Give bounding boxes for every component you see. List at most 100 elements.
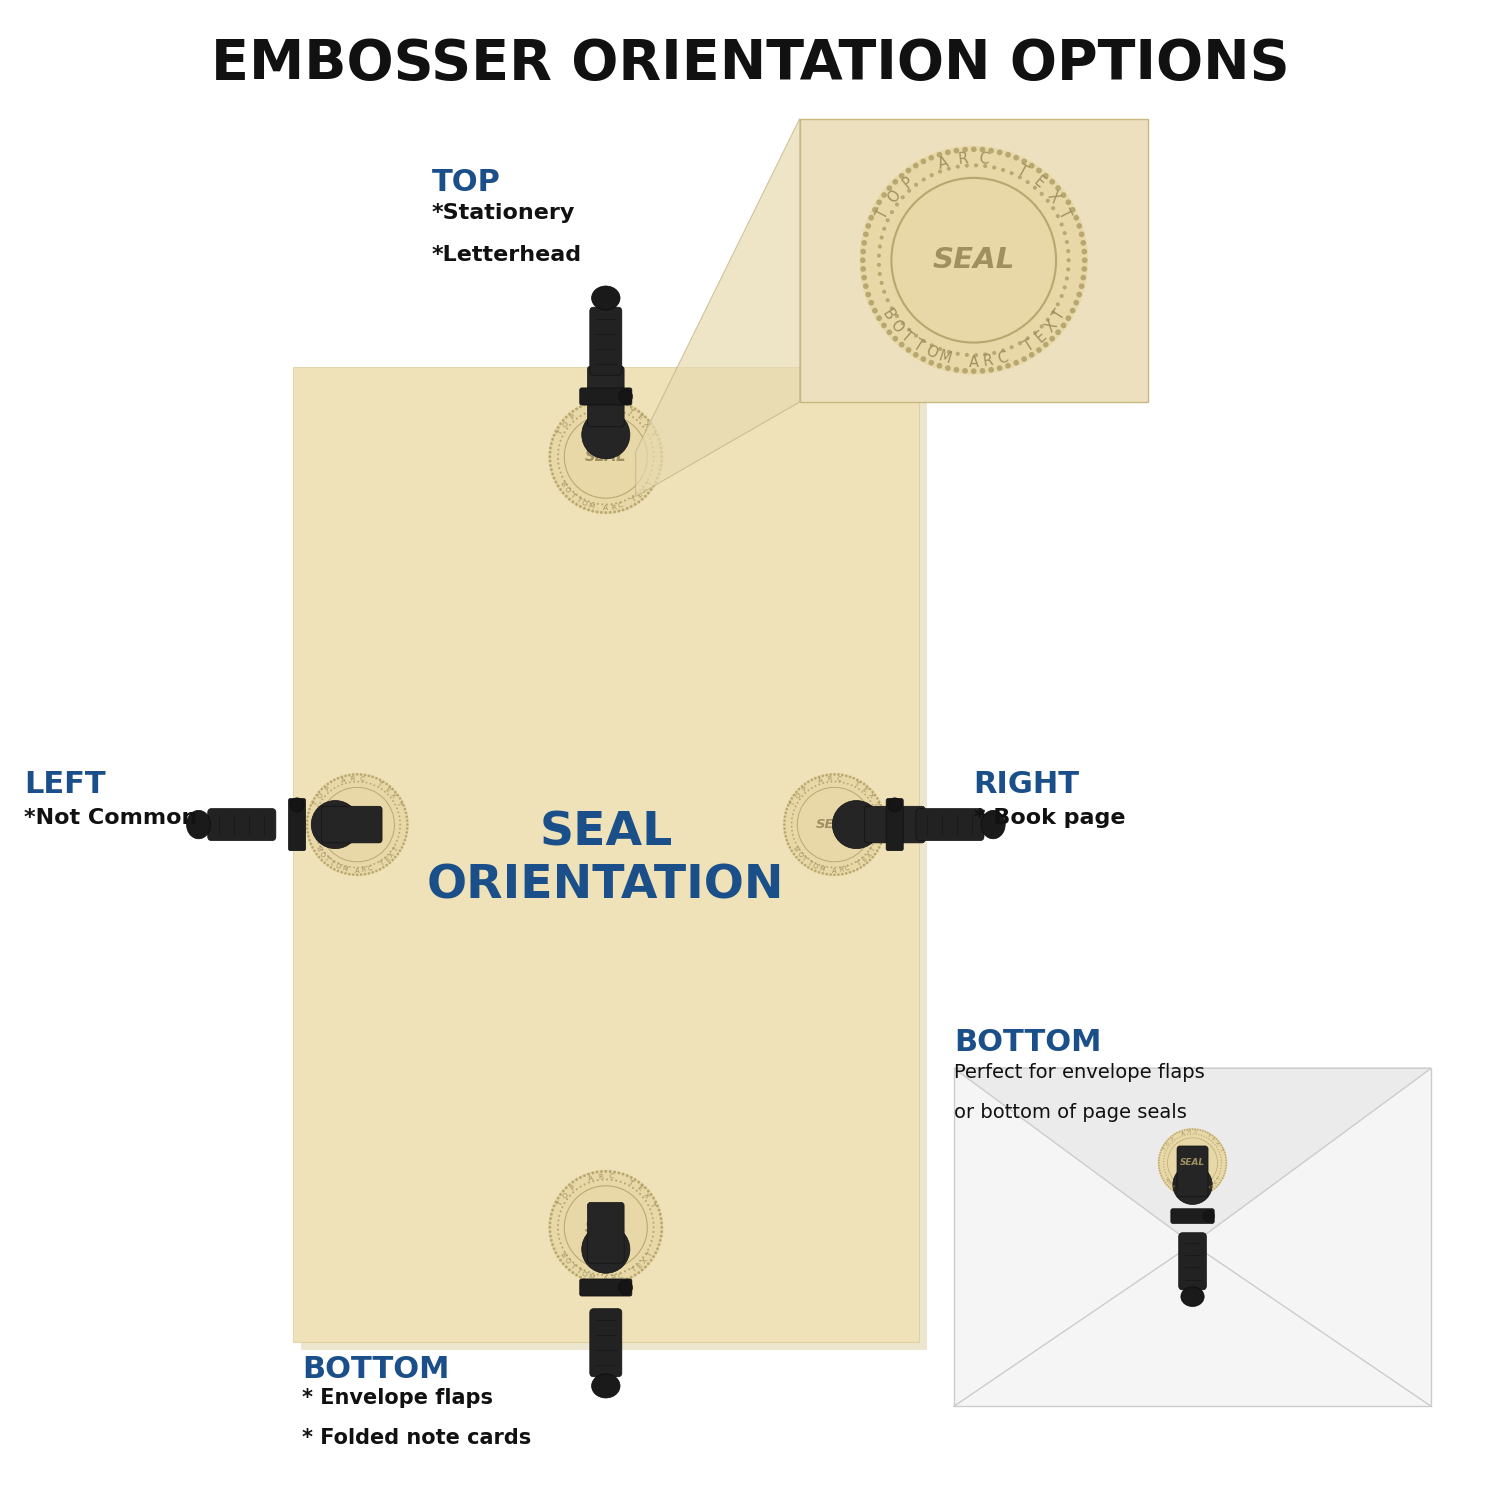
Circle shape [308, 836, 309, 837]
Circle shape [819, 783, 821, 786]
Circle shape [646, 478, 650, 480]
Circle shape [644, 1186, 646, 1190]
Circle shape [633, 408, 636, 411]
Circle shape [396, 840, 398, 842]
Circle shape [632, 416, 634, 419]
Circle shape [621, 509, 624, 512]
Circle shape [1158, 1128, 1227, 1197]
FancyBboxPatch shape [800, 118, 1148, 402]
Text: O: O [316, 792, 326, 800]
Circle shape [878, 272, 882, 276]
Circle shape [928, 360, 934, 366]
Circle shape [652, 460, 654, 462]
Circle shape [660, 452, 663, 453]
Circle shape [621, 1280, 624, 1282]
Circle shape [855, 861, 856, 862]
Circle shape [794, 810, 795, 812]
Circle shape [831, 867, 833, 868]
Circle shape [562, 1262, 564, 1264]
Circle shape [879, 280, 884, 285]
Circle shape [378, 868, 381, 870]
Circle shape [650, 423, 652, 424]
Circle shape [792, 794, 795, 796]
Circle shape [387, 794, 388, 795]
FancyBboxPatch shape [588, 1203, 624, 1263]
Circle shape [858, 789, 859, 790]
Circle shape [1022, 356, 1028, 362]
Circle shape [609, 1170, 612, 1173]
Circle shape [579, 1268, 582, 1269]
Circle shape [1066, 249, 1071, 254]
Text: M: M [818, 865, 825, 873]
Text: E: E [1210, 1137, 1215, 1142]
Text: O: O [562, 1257, 572, 1264]
Circle shape [568, 1184, 572, 1186]
Circle shape [660, 454, 663, 458]
Ellipse shape [981, 810, 1005, 838]
Circle shape [871, 804, 873, 806]
Circle shape [604, 1282, 608, 1284]
Circle shape [856, 868, 858, 870]
Circle shape [363, 873, 366, 876]
Circle shape [308, 808, 310, 810]
Circle shape [556, 1197, 560, 1200]
Circle shape [552, 477, 555, 480]
Circle shape [330, 780, 333, 783]
Circle shape [842, 873, 843, 876]
Circle shape [1158, 1156, 1160, 1158]
Circle shape [804, 855, 806, 856]
Circle shape [837, 873, 840, 876]
Circle shape [1224, 1152, 1226, 1154]
Circle shape [626, 404, 628, 406]
Text: M: M [340, 865, 348, 873]
Circle shape [566, 416, 567, 419]
Circle shape [788, 843, 789, 844]
Circle shape [568, 1194, 572, 1197]
Circle shape [405, 836, 408, 837]
FancyBboxPatch shape [588, 366, 624, 428]
Circle shape [654, 430, 657, 432]
Circle shape [568, 1269, 572, 1272]
Circle shape [812, 859, 813, 862]
Text: A: A [588, 1174, 594, 1182]
Ellipse shape [1180, 1287, 1204, 1306]
Circle shape [639, 422, 640, 424]
Circle shape [406, 824, 408, 827]
Circle shape [898, 172, 904, 178]
Circle shape [348, 774, 351, 777]
Circle shape [884, 827, 886, 830]
Circle shape [783, 824, 786, 827]
FancyBboxPatch shape [207, 808, 276, 840]
Text: * Book page: * Book page [974, 807, 1125, 828]
Circle shape [549, 459, 552, 462]
Circle shape [618, 1172, 621, 1174]
Circle shape [1184, 1196, 1185, 1197]
Circle shape [574, 408, 578, 411]
Circle shape [550, 438, 554, 441]
Circle shape [560, 1210, 561, 1212]
Circle shape [1209, 1191, 1210, 1192]
Circle shape [584, 1184, 585, 1185]
Circle shape [596, 510, 598, 513]
Circle shape [562, 1190, 564, 1192]
Circle shape [321, 798, 324, 801]
Circle shape [815, 870, 816, 871]
Circle shape [368, 871, 370, 874]
Text: C: C [996, 350, 1010, 366]
Circle shape [345, 782, 346, 784]
FancyBboxPatch shape [1178, 1146, 1208, 1197]
Circle shape [584, 1174, 586, 1178]
Text: E: E [861, 855, 868, 862]
Text: T: T [376, 780, 382, 788]
Text: O: O [886, 316, 906, 336]
Circle shape [390, 796, 392, 798]
Circle shape [609, 1281, 612, 1284]
Circle shape [624, 1182, 626, 1185]
Circle shape [630, 506, 633, 509]
Circle shape [636, 1263, 638, 1264]
Circle shape [1221, 1178, 1224, 1179]
Circle shape [798, 788, 801, 790]
Circle shape [801, 795, 804, 796]
Circle shape [654, 1251, 657, 1254]
Text: B: B [558, 480, 567, 488]
